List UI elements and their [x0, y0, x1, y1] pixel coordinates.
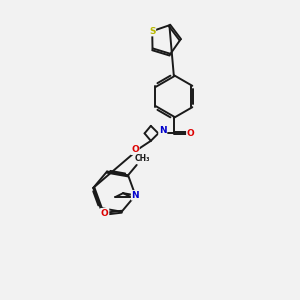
Text: N: N [159, 127, 166, 136]
Text: O: O [131, 145, 139, 154]
Text: O: O [101, 209, 109, 218]
Text: O: O [187, 129, 195, 138]
Text: N: N [132, 191, 139, 200]
Text: CH₃: CH₃ [134, 154, 150, 163]
Text: S: S [149, 27, 155, 36]
